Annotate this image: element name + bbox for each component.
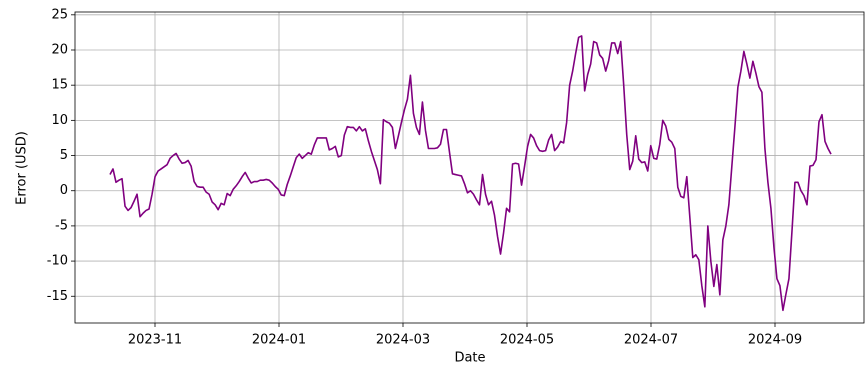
y-tick-label: 15: [51, 78, 68, 93]
x-tick-label: 2024-09: [748, 333, 802, 348]
y-tick-label: 20: [51, 42, 68, 57]
y-tick-label: 25: [51, 7, 68, 22]
x-tick-label: 2024-05: [500, 333, 554, 348]
x-tick-label: 2024-07: [624, 333, 678, 348]
y-tick-label: 5: [60, 148, 68, 163]
data-line: [109, 35, 832, 312]
y-tick-label: -5: [55, 218, 68, 233]
y-tick-label: 10: [51, 113, 68, 128]
y-tick-label: -10: [47, 254, 68, 269]
x-tick-label: 2024-01: [252, 333, 306, 348]
y-tick-label: 0: [60, 183, 68, 198]
x-tick-label: 2023-11: [128, 333, 182, 348]
y-axis-label: Error (USD): [15, 131, 30, 205]
x-tick-label: 2024-03: [376, 333, 430, 348]
y-tick-label: -15: [47, 289, 68, 304]
plot-frame: [74, 11, 865, 324]
x-axis-label: Date: [454, 351, 485, 366]
